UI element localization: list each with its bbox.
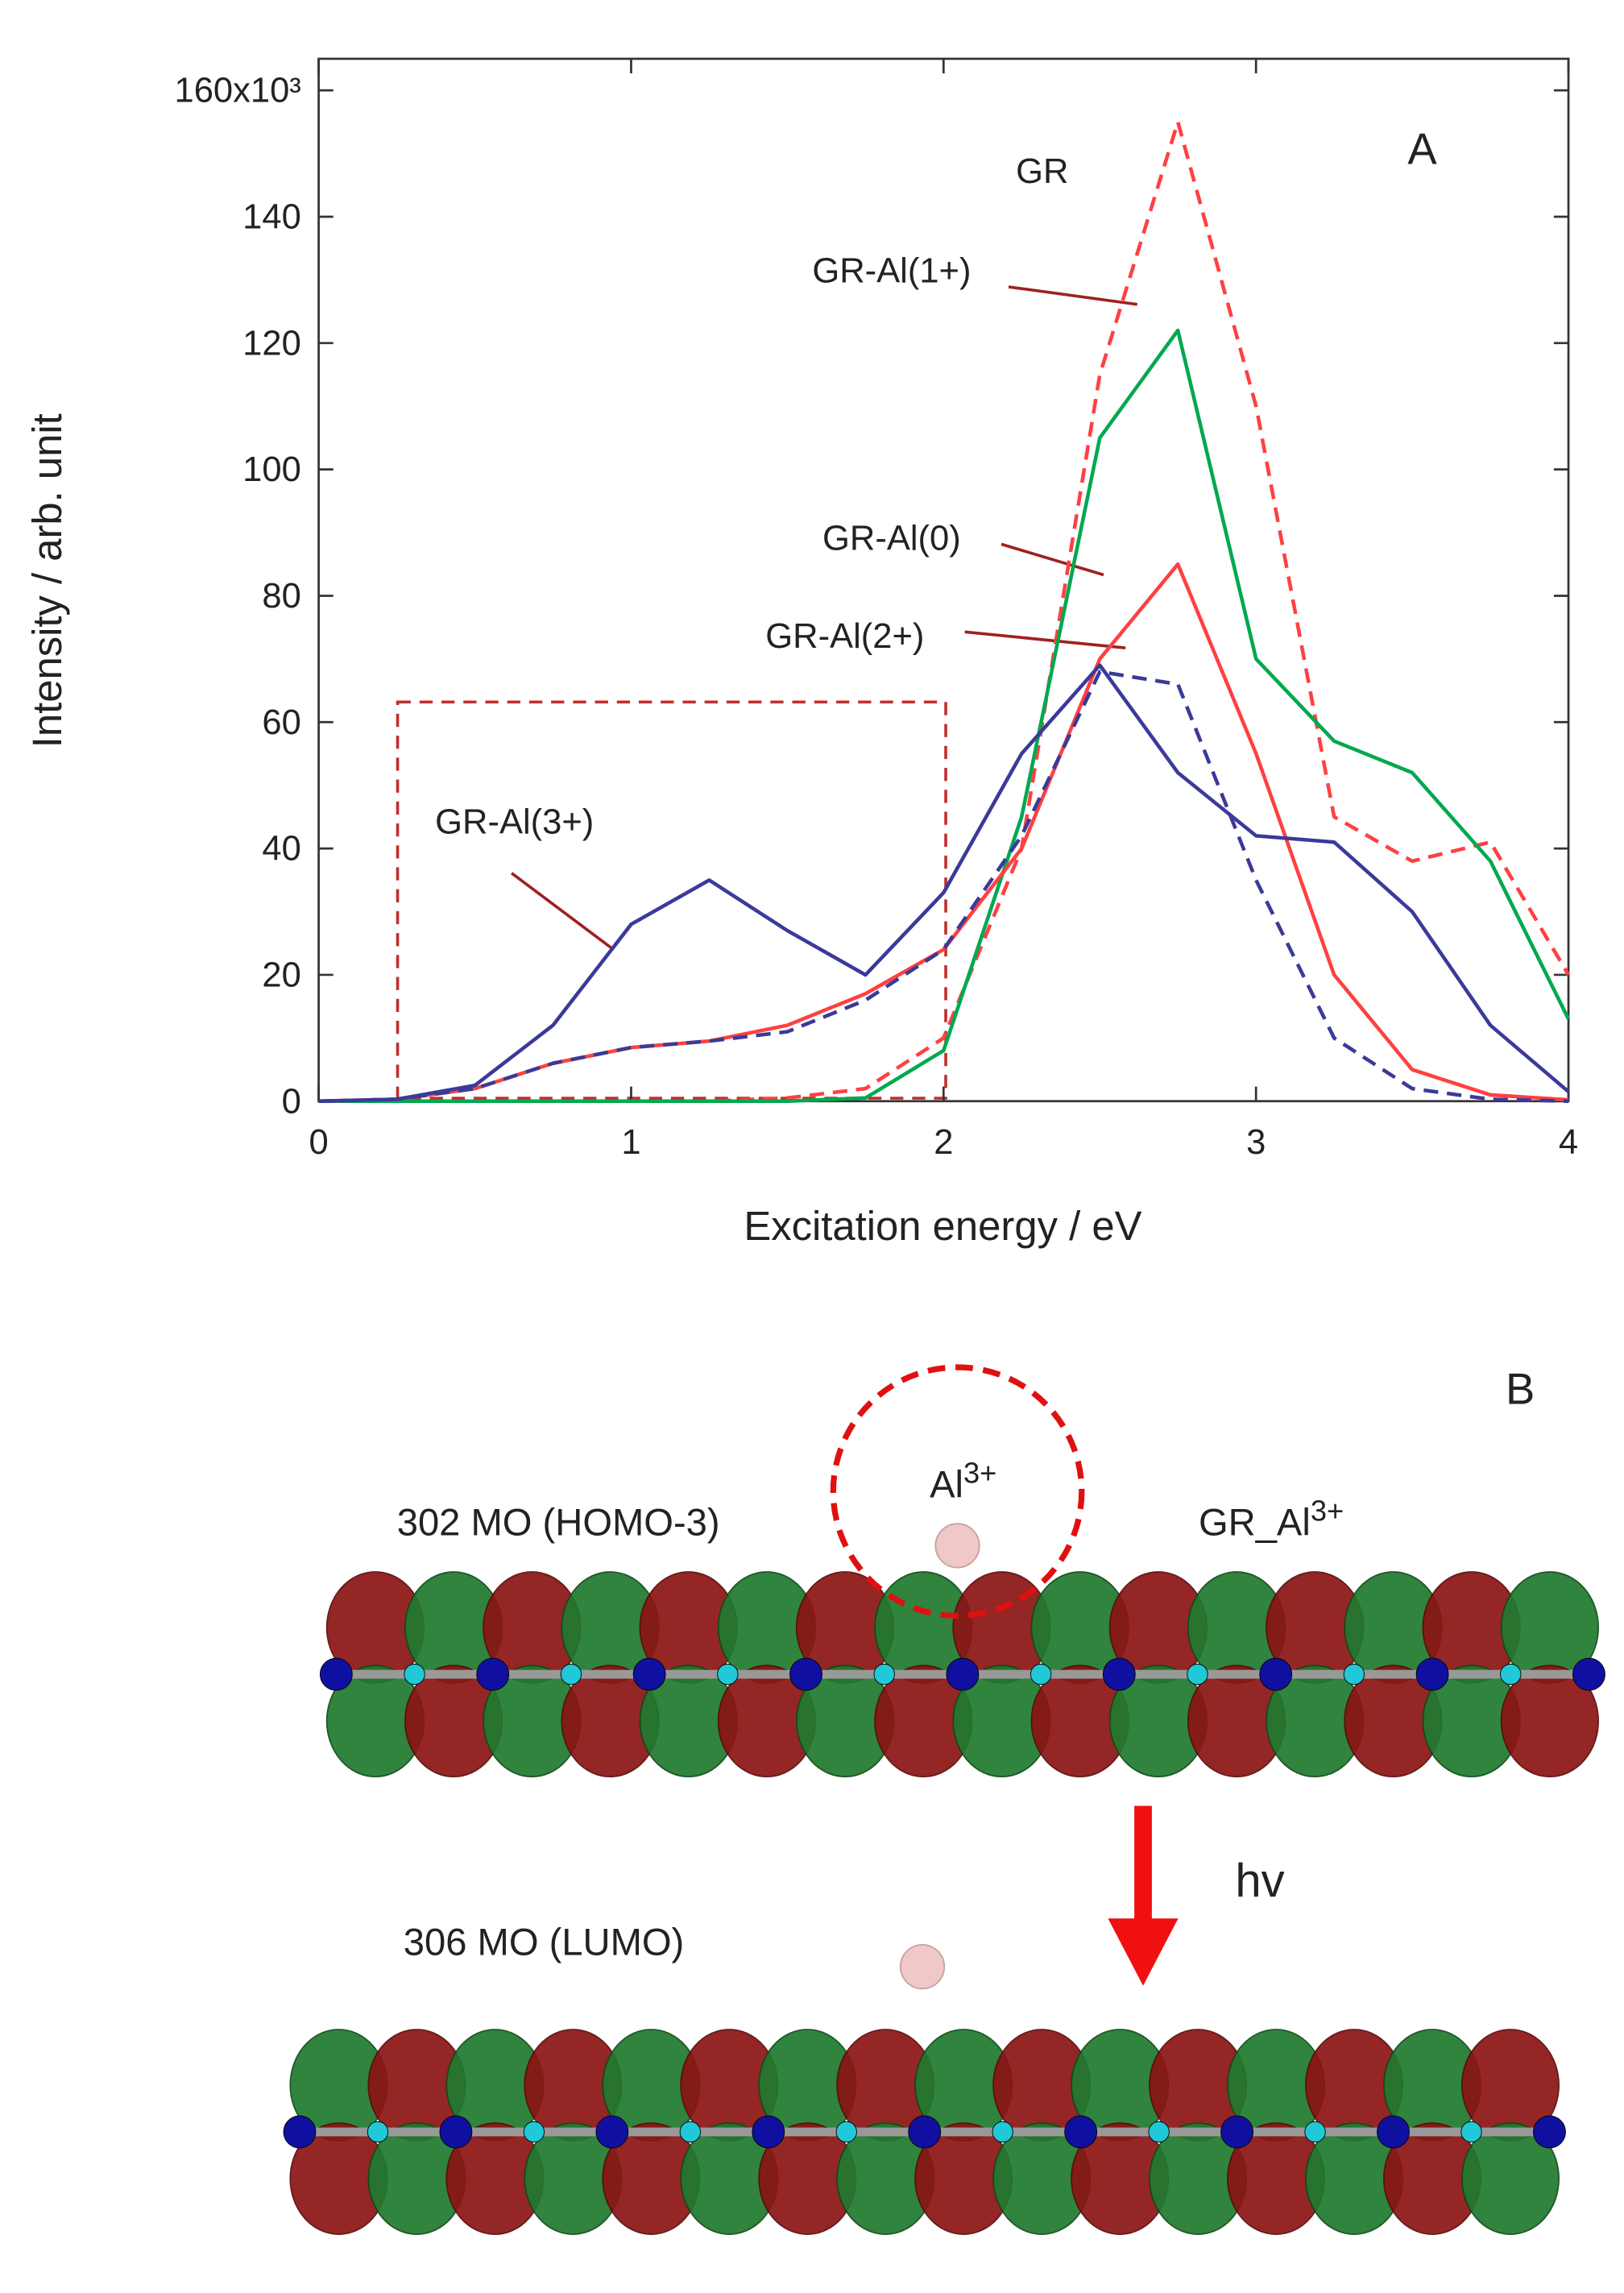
panel-b: B 302 MO (HOMO-3) 306 MO (LUMO) Al3+ GR_… (283, 1364, 1605, 2235)
leader-line (964, 630, 1126, 650)
leader-lines (511, 285, 1137, 949)
series-line (318, 328, 1571, 1104)
orbital-lumo (283, 2029, 1566, 2235)
series-label: GR-Al(1+) (812, 252, 971, 291)
atom (835, 2121, 857, 2143)
orbital-lobe (1460, 2122, 1560, 2235)
series-line (318, 120, 1571, 1104)
atom (560, 1663, 582, 1686)
ion-label: Al3+ (930, 1456, 996, 1505)
atom (595, 2115, 629, 2149)
ion-sphere (899, 1943, 946, 1990)
atom (1460, 2121, 1482, 2143)
x-tick-label: 2 (934, 1123, 953, 1162)
atom (1220, 2115, 1254, 2149)
atom (439, 2115, 473, 2149)
y-tick-label: 120 (242, 324, 301, 363)
atom (1187, 1663, 1208, 1686)
atom (946, 1657, 980, 1691)
ion-text: Al (930, 1462, 963, 1505)
atom (523, 2121, 545, 2143)
atom (632, 1657, 666, 1691)
atom (1377, 2115, 1410, 2149)
atom (1572, 1657, 1605, 1691)
atom (367, 2121, 389, 2143)
series-label: GR-Al(2+) (765, 617, 924, 656)
y-tick-label: 40 (262, 830, 300, 869)
y-tick-label: 0 (282, 1082, 301, 1121)
atom (1533, 2115, 1566, 2149)
atom (1030, 1663, 1052, 1686)
y-tick-label: 20 (262, 956, 300, 994)
panel-label: A (1407, 125, 1437, 174)
atom (1343, 1663, 1365, 1686)
atom (1500, 1663, 1522, 1686)
arrow-label: hv (1235, 1855, 1284, 1907)
leader-line (1000, 542, 1104, 577)
arrow-head (1108, 1918, 1179, 1986)
highlight-circle (830, 1364, 1085, 1619)
y-tick-label: 100 (242, 450, 301, 489)
series-label: GR-Al(0) (822, 520, 961, 558)
atom (908, 2115, 942, 2149)
atom (717, 1663, 739, 1686)
x-tick-label: 4 (1559, 1123, 1578, 1162)
leader-line (511, 872, 612, 949)
series-line (318, 670, 1569, 1104)
atom (1102, 1657, 1136, 1691)
x-tick-label: 1 (621, 1123, 640, 1162)
series-label: GR (1016, 152, 1068, 191)
plot-frame (317, 57, 1570, 1103)
x-tick-label: 0 (309, 1123, 328, 1162)
y-tick-label: 80 (262, 577, 300, 616)
orbital-lobe (1500, 1665, 1600, 1777)
system-text: GR_Al (1199, 1501, 1311, 1544)
atom (789, 1657, 822, 1691)
x-axis-label: Excitation energy / eV (744, 1203, 1141, 1249)
atom (679, 2121, 701, 2143)
y-tick-label: 60 (262, 703, 300, 742)
system-label: GR_Al3+ (1199, 1495, 1344, 1544)
panel-label: B (1506, 1364, 1535, 1413)
orbital-homo (319, 1571, 1605, 1777)
atom (1259, 1657, 1293, 1691)
series-line (318, 663, 1570, 1104)
atom (283, 2115, 317, 2149)
x-tick-label: 3 (1246, 1123, 1266, 1162)
atom (1064, 2115, 1098, 2149)
lumo-label: 306 MO (LUMO) (404, 1920, 684, 1963)
ion-sphere (934, 1523, 980, 1569)
atom (1148, 2121, 1170, 2143)
atom (1415, 1657, 1449, 1691)
atom (476, 1657, 510, 1691)
atom (752, 2115, 785, 2149)
atom (319, 1657, 353, 1691)
homo-label: 302 MO (HOMO-3) (397, 1501, 720, 1544)
atom (873, 1663, 895, 1686)
ion-charge: 3+ (963, 1456, 996, 1489)
leader-line (1008, 285, 1137, 306)
y-axis-label: Intensity / arb. unit (24, 413, 70, 748)
system-charge: 3+ (1311, 1495, 1344, 1528)
series-label: GR-Al(3+) (435, 803, 594, 842)
y-tick-label: 140 (242, 197, 301, 236)
highlight-box (396, 700, 947, 1100)
atom (992, 2121, 1013, 2143)
atom (1304, 2121, 1326, 2143)
y-tick-label: 160x10³ (174, 72, 300, 110)
atom (404, 1663, 425, 1686)
